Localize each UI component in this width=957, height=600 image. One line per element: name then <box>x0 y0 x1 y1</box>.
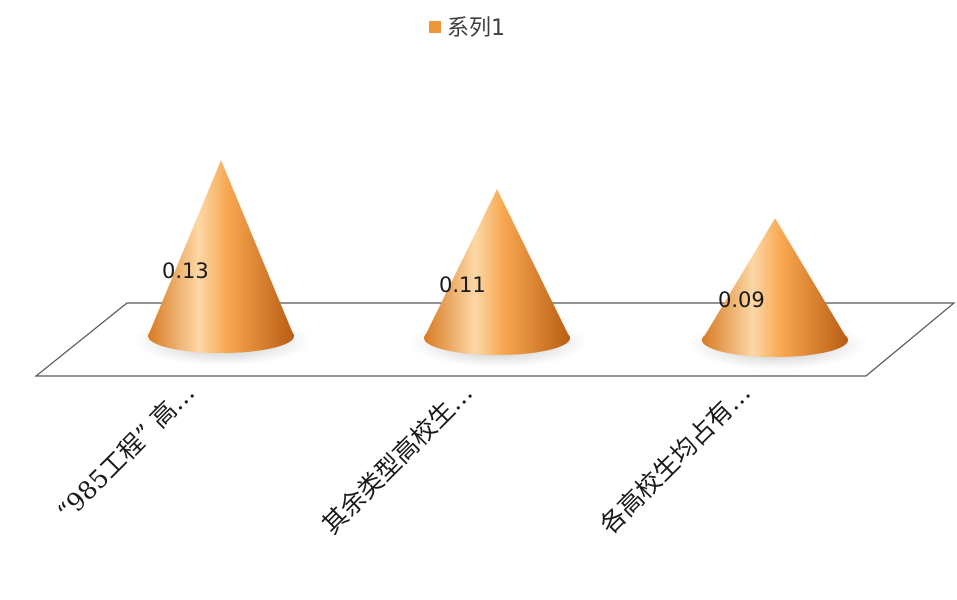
x-axis-labels: “985工程” 高… 其余类型高校生… 各高校生均占有… <box>52 378 757 540</box>
data-label-2: 0.09 <box>718 288 765 312</box>
legend-label: 系列1 <box>447 16 505 41</box>
cone-bar-0 <box>148 160 294 353</box>
cone-bar-2 <box>702 218 848 357</box>
legend: 系列1 <box>429 16 505 41</box>
x-tick-label-1: 其余类型高校生… <box>316 378 478 540</box>
cone-bar-1 <box>424 189 570 355</box>
x-tick-label-0: “985工程” 高… <box>52 378 201 527</box>
data-labels: 0.13 0.11 0.09 <box>162 259 765 312</box>
x-tick-label-2: 各高校生均占有… <box>594 378 756 540</box>
legend-swatch <box>429 21 441 33</box>
cones-group <box>134 160 866 370</box>
data-label-1: 0.11 <box>439 273 486 297</box>
data-label-0: 0.13 <box>162 259 209 283</box>
